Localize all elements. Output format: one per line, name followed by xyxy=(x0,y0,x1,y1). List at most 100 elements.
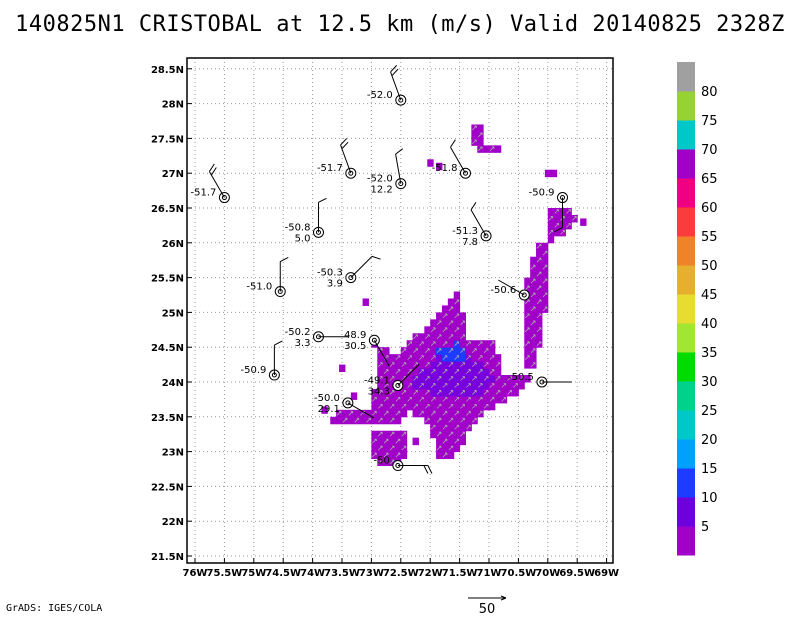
colorbar-label: 5 xyxy=(701,520,709,535)
wind-arrow xyxy=(372,410,377,416)
wind-cell xyxy=(377,437,384,446)
wind-cell xyxy=(441,388,449,397)
wind-cell xyxy=(453,291,461,299)
wind-arrow xyxy=(442,327,448,333)
wind-arrow xyxy=(524,313,530,319)
wind-arrow xyxy=(442,438,448,444)
wind-arrow xyxy=(430,341,436,347)
wind-cell xyxy=(400,437,408,446)
colorbar-swatch xyxy=(677,526,695,556)
wind-arrow xyxy=(401,445,407,451)
wind-arrow xyxy=(419,383,424,388)
wind-arrow xyxy=(489,397,495,402)
scale-vector-head xyxy=(500,595,507,601)
wind-arrow xyxy=(466,397,471,402)
wind-cell xyxy=(530,256,537,265)
wind-barb-flag xyxy=(210,167,217,176)
station-label: -50.6 xyxy=(490,285,516,296)
wind-arrow xyxy=(377,445,383,451)
wind-arrow xyxy=(430,383,436,388)
station: -51.37.8 xyxy=(452,202,492,248)
wind-cell xyxy=(483,354,490,362)
wind-cell xyxy=(541,256,549,265)
wind-cell xyxy=(512,375,519,383)
wind-arrow xyxy=(571,216,577,221)
wind-arrow xyxy=(395,397,401,402)
wind-arrow xyxy=(448,334,454,340)
wind-cell xyxy=(371,402,378,411)
wind-barb xyxy=(373,339,390,367)
wind-arrow xyxy=(472,125,477,131)
colorbar-swatch xyxy=(677,323,695,353)
wind-arrow xyxy=(489,369,495,374)
colorbar-label: 80 xyxy=(701,85,718,100)
wind-cell xyxy=(465,416,472,425)
wind-barb-flag xyxy=(427,465,433,474)
colorbar-label: 10 xyxy=(701,491,718,506)
wind-barb xyxy=(350,256,373,278)
wind-arrow xyxy=(466,355,471,360)
wind-arrow xyxy=(336,410,342,416)
wind-arrow xyxy=(495,376,501,381)
wind-cell xyxy=(436,340,443,348)
wind-arrow xyxy=(460,362,465,367)
wind-arrow xyxy=(466,369,471,374)
station-label: 7.8 xyxy=(462,237,478,248)
colorbar-swatch xyxy=(677,62,695,92)
wind-arrow xyxy=(389,362,395,367)
wind-cell xyxy=(547,208,555,216)
wind-cell xyxy=(453,444,461,453)
wind-cell xyxy=(465,361,472,369)
wind-arrow xyxy=(524,299,530,305)
wind-arrow xyxy=(448,403,454,409)
colorbar-label: 40 xyxy=(701,317,718,332)
wind-arrow xyxy=(483,403,489,409)
wind-arrow xyxy=(407,383,413,388)
wind-cell xyxy=(530,340,537,348)
wind-arrow xyxy=(554,209,560,214)
wind-cell xyxy=(394,361,402,369)
wind-arrow xyxy=(489,355,495,360)
wind-cell xyxy=(524,347,531,355)
wind-cell xyxy=(465,388,472,397)
wind-barb-flag xyxy=(395,148,404,155)
wind-arrow xyxy=(530,362,536,367)
wind-cell xyxy=(424,326,431,334)
wind-cell xyxy=(536,291,543,299)
wind-arrow xyxy=(460,334,465,340)
wind-arrow xyxy=(430,327,436,333)
wind-cell xyxy=(453,388,461,397)
wind-arrow xyxy=(419,410,424,416)
station-label: -51.7 xyxy=(191,188,217,199)
wind-arrow xyxy=(448,306,454,312)
wind-cell xyxy=(336,416,343,425)
wind-cell xyxy=(424,409,431,418)
wind-arrow xyxy=(536,327,542,333)
station: -50.33.9 xyxy=(317,255,381,290)
x-tick-label: 73.5W xyxy=(324,568,360,579)
wind-arrow xyxy=(472,376,477,381)
wind-cell xyxy=(459,354,466,362)
station-label: -50.9 xyxy=(529,188,555,199)
wind-arrow xyxy=(454,424,460,430)
wind-arrow xyxy=(483,390,489,395)
station: -50.85.0 xyxy=(285,197,327,244)
y-tick-label: 28.5N xyxy=(151,65,184,76)
wind-cell xyxy=(453,319,461,327)
wind-cell xyxy=(430,333,437,341)
wind-arrow xyxy=(436,403,442,409)
wind-arrow xyxy=(389,376,395,381)
wind-cell xyxy=(518,382,525,390)
wind-cell xyxy=(350,392,358,400)
wind-arrow xyxy=(395,438,401,444)
wind-cell xyxy=(441,361,449,369)
wind-arrow xyxy=(413,348,418,353)
wind-arrow xyxy=(454,369,460,374)
wind-arrow xyxy=(524,327,530,333)
station-label: -51.0 xyxy=(246,282,272,293)
wind-cell xyxy=(459,326,466,334)
wind-barb-flag xyxy=(341,141,349,150)
wind-cell xyxy=(389,354,396,362)
wind-cell xyxy=(383,388,390,397)
wind-cell xyxy=(383,416,390,425)
